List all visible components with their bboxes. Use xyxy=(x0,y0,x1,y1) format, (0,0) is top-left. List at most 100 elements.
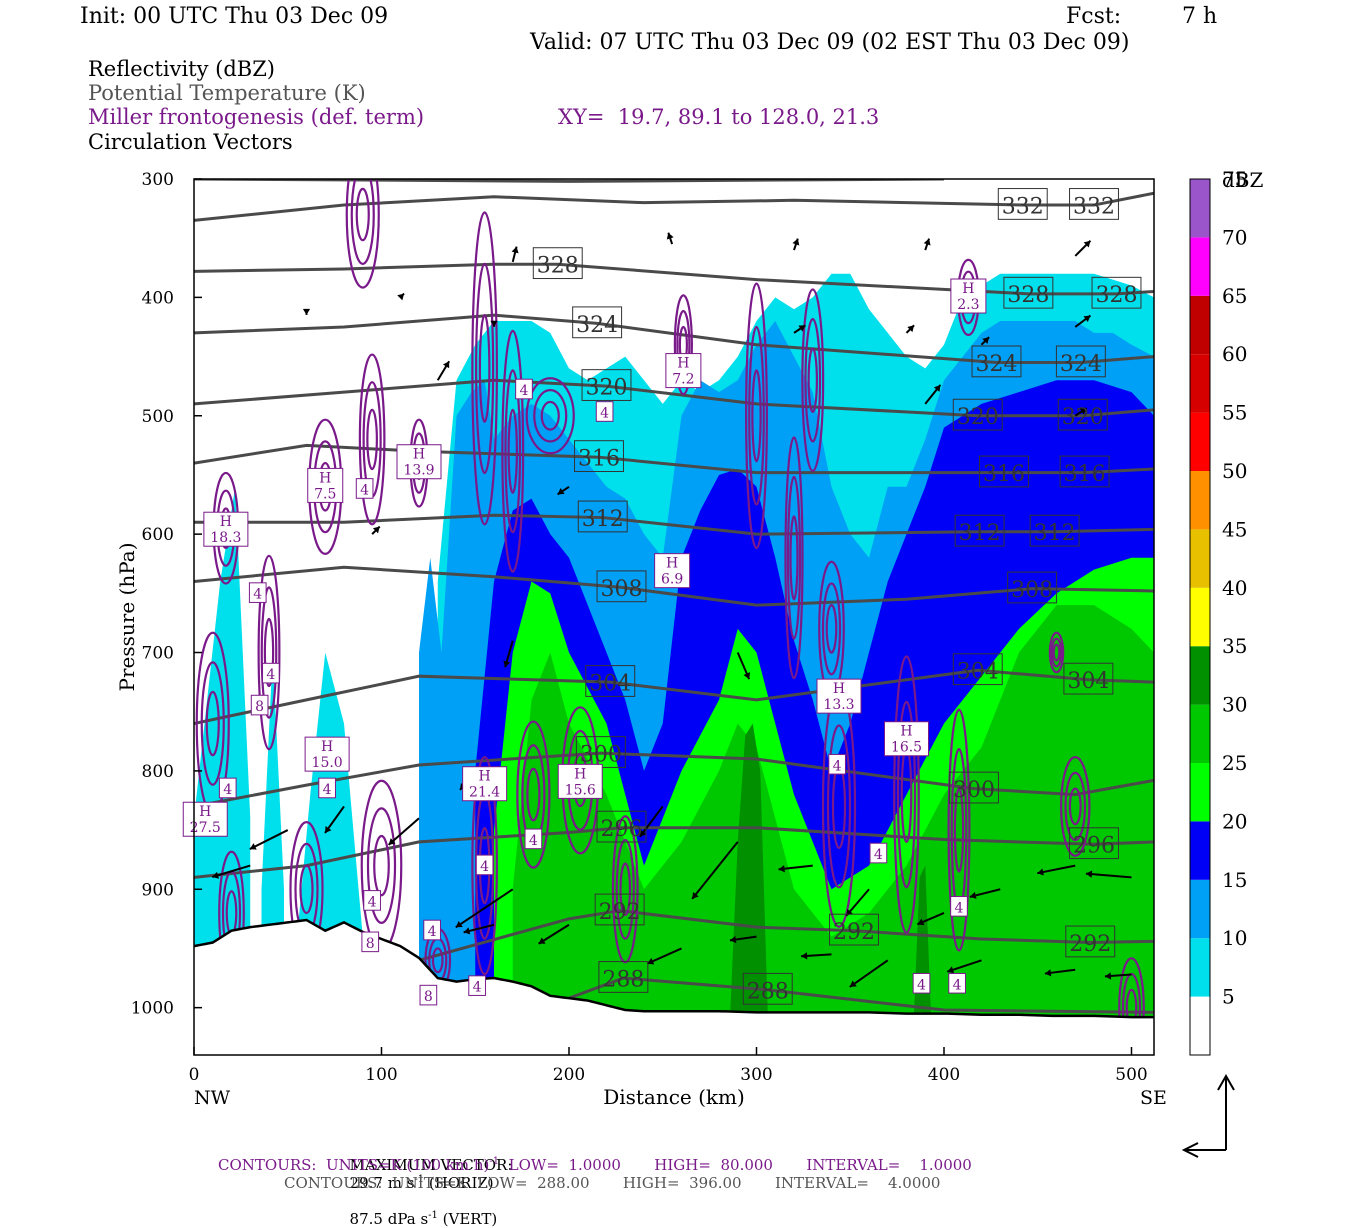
colorbar-label-55: 55 xyxy=(1222,401,1247,425)
max-vector-vert-exponent: -1 xyxy=(428,1210,438,1221)
theta-label-26: 328 xyxy=(537,254,579,279)
circulation-vector-35 xyxy=(646,947,682,965)
theta-label-2-box xyxy=(594,893,645,926)
circulation-vector-38 xyxy=(849,959,889,988)
fronto-contour-27-1 xyxy=(619,862,632,917)
fronto-max-letter-8: H xyxy=(321,739,333,755)
circulation-vector-head-26 xyxy=(639,829,647,837)
theta-label-5: 296 xyxy=(601,817,643,842)
fronto-contour-18-2 xyxy=(896,700,917,889)
theta-label-24: 324 xyxy=(976,352,1018,377)
fronto-label-7-box xyxy=(318,777,336,799)
x-axis-label: Distance (km) xyxy=(603,1085,745,1109)
fronto-label-19: 8 xyxy=(424,989,433,1005)
echo-band-5 xyxy=(730,723,768,1013)
theta-label-22-box xyxy=(1057,398,1108,431)
circulation-vector-head-4 xyxy=(1083,240,1091,248)
fronto-contour-12-2 xyxy=(533,388,568,443)
fronto-contour-info-exponent: -1 xyxy=(489,1156,500,1167)
fronto-contour-10-3 xyxy=(471,755,498,976)
colorbar-swatch-1 xyxy=(1190,938,1210,997)
colorbar-swatch-4 xyxy=(1190,763,1210,822)
colorbar-label-75: 75 xyxy=(1222,167,1247,191)
colorbar-swatch-10 xyxy=(1190,412,1210,471)
circulation-vector-head-36 xyxy=(729,936,737,944)
theta-label-19: 316 xyxy=(1064,462,1106,487)
max-vector-horiz: 29.7 m s xyxy=(349,1174,415,1192)
circulation-vector-head-17 xyxy=(503,660,511,668)
theta-contour-336 xyxy=(194,179,945,183)
circulation-vector-head-23 xyxy=(212,871,220,879)
theta-label-8-box xyxy=(949,771,999,804)
fronto-max-value-0: 18.3 xyxy=(210,530,241,546)
circulation-vector-head-24 xyxy=(455,920,463,928)
theta-label-21-box xyxy=(952,398,1003,431)
fronto-label-7: 4 xyxy=(323,782,332,798)
x-tick-label-200: 200 xyxy=(553,1065,585,1085)
theta-label-15-box xyxy=(954,514,1005,547)
fronto-label-14-box xyxy=(423,919,441,941)
fronto-max-box-1 xyxy=(307,467,344,503)
fronto-contour-2-1 xyxy=(263,617,275,688)
fronto-contour-1-2 xyxy=(200,661,225,786)
colorbar-swatch-8 xyxy=(1190,529,1210,588)
fronto-contour-14-3 xyxy=(745,282,768,550)
colorbar-unit: dBZ xyxy=(1222,168,1264,192)
max-vector-horiz-exponent: -1 xyxy=(414,1174,425,1185)
colorbar-swatch-0 xyxy=(1190,996,1210,1055)
theta-label-11: 304 xyxy=(1067,669,1109,694)
y-tick-label-900: 900 xyxy=(142,880,174,900)
circulation-vector-head-27 xyxy=(778,865,785,873)
circulation-vector-head-21 xyxy=(325,826,332,834)
fronto-contour-6-3 xyxy=(345,179,380,289)
circulation-vector-head-34 xyxy=(538,937,546,944)
fronto-contour-16-2 xyxy=(821,582,842,676)
fronto-max-letter-7: H xyxy=(900,724,912,740)
circulation-vector-head-30 xyxy=(969,891,977,899)
colorbar-swatch-6 xyxy=(1190,646,1210,705)
circulation-vector-head-32 xyxy=(1085,870,1093,878)
theta-contour-304 xyxy=(194,668,1154,726)
fronto-contour-16-1 xyxy=(825,604,838,654)
theta-contour-308 xyxy=(194,565,1154,607)
fronto-label-1-box xyxy=(595,401,614,422)
fronto-max-letter-1: H xyxy=(319,470,331,486)
fronto-contour-18-3 xyxy=(893,655,920,934)
y-tick-label-600: 600 xyxy=(142,525,174,545)
y-tick-label-300: 300 xyxy=(142,170,174,190)
fronto-label-17: 4 xyxy=(917,977,926,993)
circulation-vector-head-39 xyxy=(947,966,955,974)
fronto-label-10: 4 xyxy=(833,758,842,774)
init-time: Init: 00 UTC Thu 03 Dec 09 xyxy=(80,4,389,29)
fronto-label-19-box xyxy=(419,984,438,1006)
circulation-vector-head-7 xyxy=(490,320,498,327)
fronto-contour-7-1 xyxy=(478,314,491,423)
colorbar-label-20: 20 xyxy=(1222,809,1247,833)
fronto-contour-27-3 xyxy=(611,815,639,964)
fronto-max-box-8 xyxy=(304,736,350,772)
theta-label-30-box xyxy=(1069,188,1119,220)
circulation-vector-head-0 xyxy=(511,246,519,254)
circulation-vector-39 xyxy=(946,959,982,973)
circulation-vector-head-15 xyxy=(557,488,565,495)
fronto-contour-29-3 xyxy=(801,288,825,473)
valid-time: Valid: 07 UTC Thu 03 Dec 09 (02 EST Thu … xyxy=(530,30,1130,55)
fronto-contour-4-1 xyxy=(366,408,378,471)
circulation-vector-26 xyxy=(639,805,664,838)
fronto-max-letter-4: H xyxy=(962,281,974,297)
circulation-vector-head-6 xyxy=(397,293,405,301)
x-tick-label-300: 300 xyxy=(740,1065,772,1085)
fronto-contour-23-1 xyxy=(299,864,314,915)
theta-label-25: 324 xyxy=(1060,352,1102,377)
theta-label-17: 316 xyxy=(578,447,620,472)
colorbar-label-15: 15 xyxy=(1222,868,1247,892)
fronto-label-5: 8 xyxy=(255,699,264,715)
x-tick-label-0: 0 xyxy=(189,1065,200,1085)
colorbar-swatch-3 xyxy=(1190,821,1210,880)
theta-label-23-box xyxy=(572,306,623,339)
fronto-label-0: 4 xyxy=(520,383,529,399)
theta-label-13-box xyxy=(1007,571,1058,604)
fronto-contour-21-2 xyxy=(1064,771,1087,842)
fronto-max-letter-6: H xyxy=(833,681,845,697)
theta-label-12-box xyxy=(596,570,647,603)
